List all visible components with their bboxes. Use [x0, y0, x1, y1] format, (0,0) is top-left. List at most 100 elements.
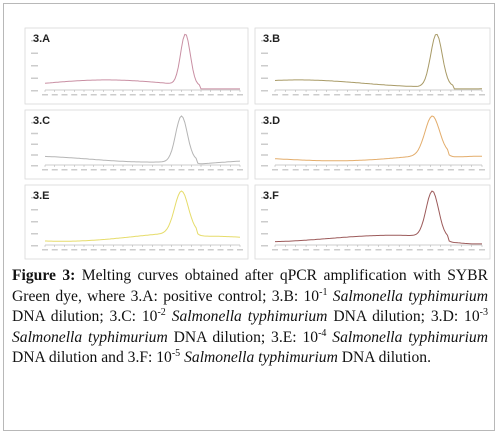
panel-label: 3.A	[33, 33, 50, 45]
tick-text	[198, 169, 204, 171]
tick-text	[31, 65, 38, 67]
tick-text	[406, 169, 413, 171]
tick-text	[51, 169, 58, 171]
tick-text	[385, 249, 392, 251]
tick-text	[61, 249, 68, 251]
tick-text	[31, 132, 38, 135]
tick-text	[110, 94, 117, 96]
tick-text	[427, 169, 434, 171]
tick-text	[354, 249, 361, 251]
tick-text	[416, 249, 423, 251]
tick-text	[437, 94, 444, 96]
tick-text	[31, 90, 38, 92]
melt-curve	[274, 115, 482, 162]
tick-text	[385, 94, 392, 96]
caption-text: Melting curves obtained after qPCR ampli…	[12, 267, 488, 305]
tick-text	[42, 169, 48, 171]
tick-text	[207, 249, 214, 251]
tick-text	[31, 143, 38, 145]
tick-text	[303, 94, 310, 96]
tick-text	[416, 169, 423, 171]
tick-text	[31, 165, 38, 167]
tick-text	[217, 94, 224, 96]
tick-text	[149, 249, 156, 251]
tick-text	[303, 249, 310, 251]
tick-text	[396, 94, 403, 96]
tick-text	[427, 94, 434, 96]
tick-text	[261, 52, 268, 54]
tick-text	[207, 169, 214, 171]
tick-text	[237, 249, 243, 251]
tick-text	[120, 249, 126, 251]
tick-text	[354, 94, 361, 96]
tick-text	[71, 249, 78, 251]
caption-text: DNA dilution; 3.C: 10	[12, 308, 158, 325]
tick-text	[334, 94, 341, 96]
tick-text	[159, 94, 165, 96]
exponent: -5	[171, 347, 181, 359]
tick-text	[149, 169, 156, 171]
species: Salmonella typhimurium	[184, 349, 338, 366]
exponent: -4	[318, 327, 327, 339]
tick-text	[261, 90, 268, 92]
tick-text	[261, 77, 268, 79]
tick-text	[71, 169, 78, 171]
tick-text	[31, 221, 38, 223]
species: Salmonella typhimurium	[332, 287, 488, 305]
tick-text	[31, 154, 38, 156]
melt-curve	[45, 190, 241, 242]
tick-text	[120, 94, 126, 96]
tick-text	[139, 169, 146, 171]
tick-text	[198, 94, 204, 96]
tick-text	[139, 94, 146, 96]
tick-text	[207, 94, 214, 96]
tick-text	[110, 249, 117, 251]
species: Salmonella typhimurium	[171, 308, 328, 325]
exponent: -1	[319, 286, 328, 298]
tick-text	[261, 40, 268, 42]
tick-text	[188, 94, 195, 96]
tick-text	[261, 197, 268, 199]
species: Salmonella typhimurium	[332, 328, 488, 346]
tick-text	[365, 94, 372, 96]
tick-text	[261, 143, 268, 145]
panel	[24, 109, 249, 180]
tick-text	[237, 94, 243, 96]
tick-text	[51, 249, 58, 251]
tick-text	[100, 94, 107, 96]
tick-text	[313, 94, 320, 96]
panel-label: 3.D	[263, 115, 280, 127]
tick-text	[168, 249, 175, 251]
tick-text	[81, 169, 87, 171]
tick-text	[365, 169, 372, 171]
species: Salmonella typhimurium	[12, 328, 168, 346]
tick-text	[178, 249, 185, 251]
tick-text	[272, 94, 278, 96]
tick-text	[110, 169, 117, 171]
tick-text	[261, 209, 268, 211]
tick-text	[261, 165, 268, 167]
tick-text	[272, 169, 278, 171]
tick-text	[31, 197, 38, 199]
tick-text	[468, 169, 475, 171]
tick-text	[468, 249, 475, 251]
tick-text	[188, 169, 195, 171]
tick-text	[90, 94, 97, 96]
tick-text	[261, 132, 268, 135]
panel	[254, 109, 491, 180]
tick-text	[303, 169, 310, 171]
tick-text	[90, 249, 97, 251]
tick-text	[458, 94, 465, 96]
melt-curve	[44, 115, 241, 165]
tick-text	[479, 169, 485, 171]
tick-text	[42, 249, 48, 251]
tick-text	[344, 94, 351, 96]
tick-text	[81, 249, 87, 251]
tick-text	[188, 249, 195, 251]
tick-text	[427, 249, 434, 251]
tick-text	[365, 249, 372, 251]
tick-text	[313, 249, 320, 251]
tick-text	[447, 94, 454, 96]
tick-text	[406, 94, 413, 96]
panel	[254, 27, 491, 105]
